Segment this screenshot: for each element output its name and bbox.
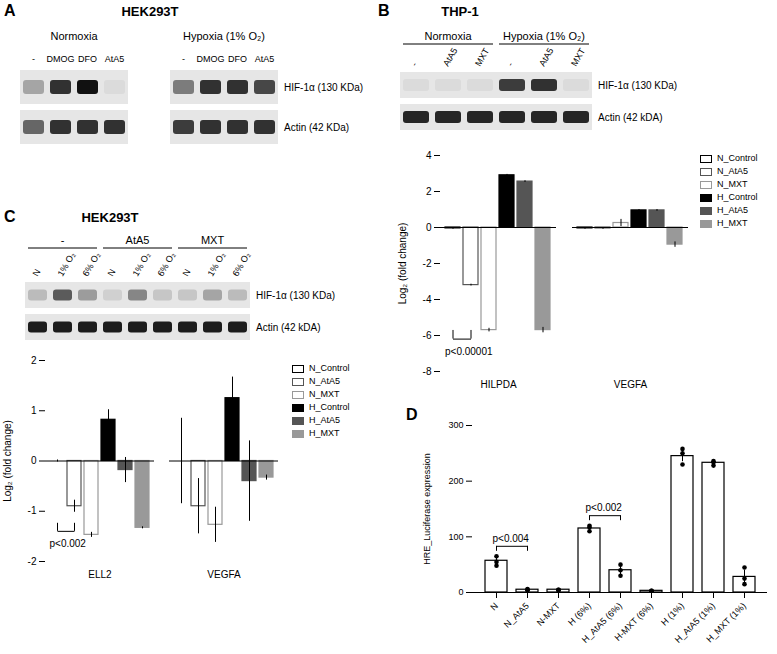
svg-text:DFO: DFO — [78, 54, 97, 64]
svg-text:Actin (42 KDa): Actin (42 KDa) — [284, 122, 349, 133]
html-text:N_Control: N_Control — [717, 153, 758, 163]
svg-text:C: C — [4, 208, 16, 225]
svg-text:HIF-1α (130 KDa): HIF-1α (130 KDa) — [256, 290, 335, 301]
html-text:H_Control: H_Control — [309, 402, 350, 412]
svg-text:H_MXT (1%): H_MXT (1%) — [704, 601, 748, 645]
svg-text:100: 100 — [448, 532, 463, 542]
svg-text:6% O₂: 6% O₂ — [156, 250, 178, 278]
svg-text:Log₂ (fold change): Log₂ (fold change) — [397, 223, 408, 305]
svg-text:MXT: MXT — [473, 46, 491, 68]
svg-text:AtA5: AtA5 — [537, 46, 555, 68]
svg-text:p<0.002: p<0.002 — [50, 538, 87, 549]
svg-text:AtA5: AtA5 — [105, 54, 125, 64]
svg-text:B: B — [378, 2, 390, 19]
html-text:N_AtA5: N_AtA5 — [717, 166, 748, 176]
svg-text:p<0.004: p<0.004 — [493, 533, 530, 544]
svg-text:A: A — [4, 2, 16, 19]
svg-text:2: 2 — [426, 186, 432, 197]
svg-text:MXT: MXT — [569, 46, 587, 68]
svg-text:DFO: DFO — [228, 54, 247, 64]
svg-text:6% O₂: 6% O₂ — [81, 250, 103, 278]
html-text:H_AtA5: H_AtA5 — [717, 205, 748, 215]
html-text:N_MXT: N_MXT — [717, 179, 748, 189]
svg-text:p<0.00001: p<0.00001 — [445, 346, 493, 357]
svg-text:HIF-1α (130 KDa): HIF-1α (130 KDa) — [284, 82, 363, 93]
svg-text:H (6%): H (6%) — [566, 601, 593, 628]
svg-text:-2: -2 — [423, 258, 432, 269]
svg-text:N: N — [488, 601, 500, 613]
svg-text:-: - — [32, 54, 35, 64]
svg-text:HRE_Luciferase expression: HRE_Luciferase expression — [422, 453, 432, 565]
svg-text:Actin (42 kDA): Actin (42 kDA) — [256, 322, 320, 333]
html-text:N_Control: N_Control — [309, 363, 350, 373]
svg-text:H-MXT (6%): H-MXT (6%) — [613, 601, 655, 643]
svg-text:Hypoxia (1% O₂): Hypoxia (1% O₂) — [183, 30, 265, 42]
svg-text:0: 0 — [426, 222, 432, 233]
svg-text:HEK293T: HEK293T — [121, 4, 178, 19]
svg-text:D: D — [406, 406, 418, 423]
svg-text:AtA5: AtA5 — [441, 46, 459, 68]
svg-text:N: N — [106, 267, 118, 278]
svg-text:MXT: MXT — [201, 234, 225, 246]
svg-text:DMOG: DMOG — [197, 54, 225, 64]
svg-text:Hypoxia (1% O₂): Hypoxia (1% O₂) — [503, 30, 585, 42]
svg-text:4: 4 — [426, 150, 432, 161]
svg-text:-2: -2 — [28, 556, 37, 567]
svg-text:2: 2 — [31, 355, 37, 366]
svg-text:H (1%): H (1%) — [659, 601, 686, 628]
svg-text:THP-1: THP-1 — [441, 4, 479, 19]
svg-text:Normoxia: Normoxia — [50, 30, 98, 42]
svg-text:1% O₂: 1% O₂ — [56, 250, 78, 278]
svg-text:N: N — [181, 267, 193, 278]
svg-text:HIF-1α (130 KDa): HIF-1α (130 KDa) — [598, 80, 677, 91]
svg-text:200: 200 — [448, 476, 463, 486]
svg-text:p<0.002: p<0.002 — [586, 502, 623, 513]
svg-text:6% O₂: 6% O₂ — [231, 250, 253, 278]
svg-text:AtA5: AtA5 — [126, 234, 150, 246]
svg-text:-: - — [182, 54, 185, 64]
svg-text:1: 1 — [31, 405, 37, 416]
html-text:N_AtA5: N_AtA5 — [309, 376, 340, 386]
svg-text:Normoxia: Normoxia — [424, 30, 472, 42]
html-text:H_MXT: H_MXT — [717, 218, 748, 228]
svg-text:-: - — [505, 60, 515, 68]
html-text:N_MXT: N_MXT — [309, 389, 340, 399]
svg-text:-1: -1 — [28, 505, 37, 516]
svg-text:H_AtA5 (6%): H_AtA5 (6%) — [579, 600, 624, 645]
svg-text:N: N — [31, 267, 43, 278]
svg-text:300: 300 — [448, 420, 463, 430]
svg-text:AtA5: AtA5 — [255, 54, 275, 64]
svg-text:-6: -6 — [423, 330, 432, 341]
svg-text:HILPDA: HILPDA — [480, 379, 516, 390]
svg-text:-8: -8 — [423, 366, 432, 377]
svg-text:N_AtA5: N_AtA5 — [502, 601, 531, 630]
svg-text:0: 0 — [31, 455, 37, 466]
svg-text:Actin (42 kDA): Actin (42 kDA) — [598, 112, 662, 123]
svg-text:N-MXT: N-MXT — [535, 600, 563, 628]
html-text:H_Control: H_Control — [717, 192, 758, 202]
svg-text:0: 0 — [458, 587, 463, 597]
svg-text:-: - — [61, 234, 65, 246]
svg-text:-4: -4 — [423, 294, 432, 305]
svg-text:VEGFA: VEGFA — [207, 569, 241, 580]
svg-text:DMOG: DMOG — [47, 54, 75, 64]
svg-text:Log₂ (fold change): Log₂ (fold change) — [2, 420, 13, 502]
svg-text:H_AtA5 (1%): H_AtA5 (1%) — [672, 600, 717, 645]
html-text:H_MXT: H_MXT — [309, 428, 340, 438]
svg-text:VEGFA: VEGFA — [614, 379, 648, 390]
html-text:H_AtA5: H_AtA5 — [309, 415, 340, 425]
svg-text:ELL2: ELL2 — [88, 569, 112, 580]
svg-text:1% O₂: 1% O₂ — [206, 250, 228, 278]
svg-text:HEK293T: HEK293T — [81, 210, 138, 225]
svg-text:-: - — [409, 60, 419, 68]
svg-text:1% O₂: 1% O₂ — [131, 250, 153, 278]
